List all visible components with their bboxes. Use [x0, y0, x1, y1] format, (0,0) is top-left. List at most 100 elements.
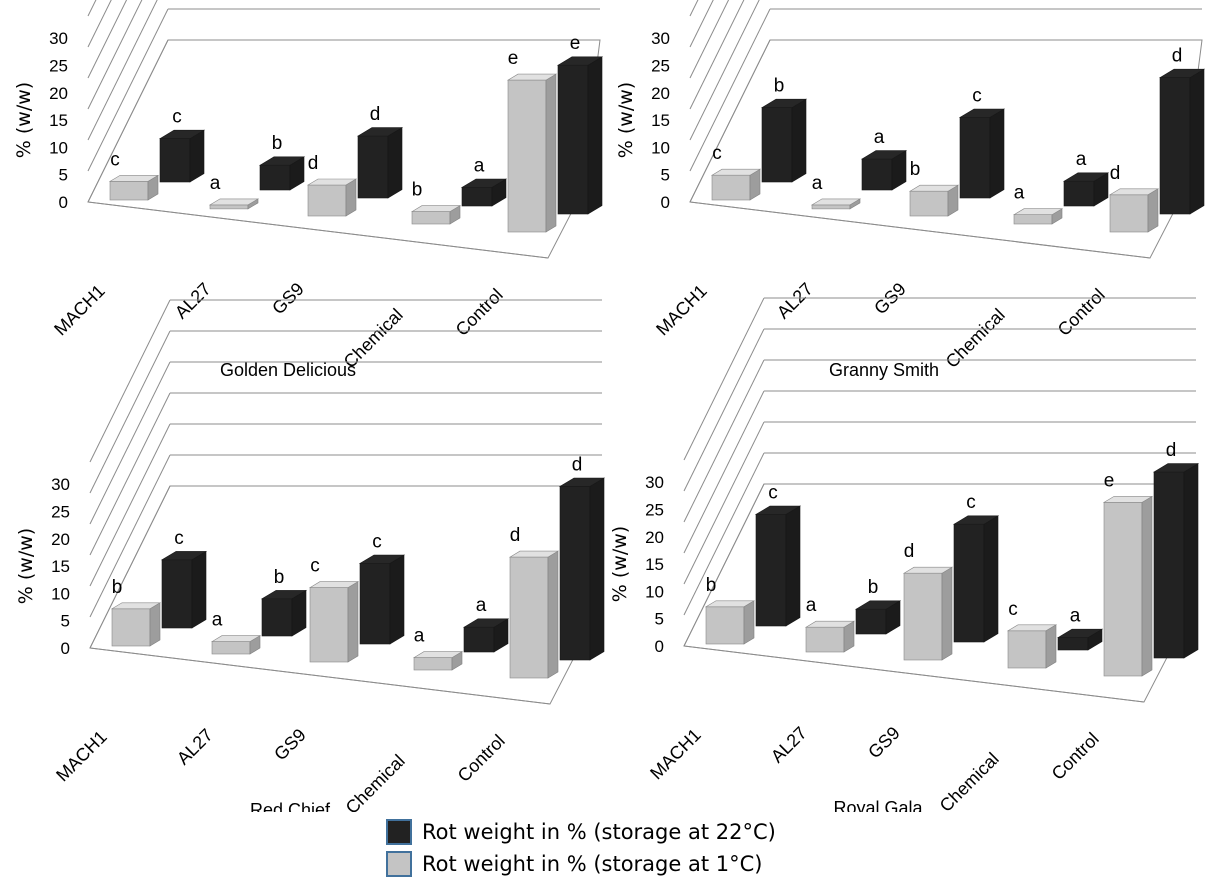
y-tick-label: 25 [49, 57, 68, 76]
y-axis-label: % (w/w) [609, 526, 631, 602]
significance-letter: b [112, 577, 123, 598]
bar-cold-gs9 [306, 178, 358, 217]
significance-letter: d [1166, 440, 1177, 461]
significance-letter: a [874, 127, 885, 148]
bar-cold-chemical [1006, 624, 1058, 669]
side-gridline [89, 330, 171, 494]
x-tick-label: GS9 [270, 725, 310, 765]
legend-item-cold: Rot weight in % (storage at 1°C) [386, 848, 866, 880]
x-tick-label: MACH1 [652, 281, 711, 340]
significance-letter: c [172, 107, 182, 128]
chart-figure: 0 5 10 15 20 25 30 % (w/w) c b d a e c a d b e MACH1 AL27 GS… [13, 0, 1206, 812]
significance-letter: a [210, 173, 221, 194]
legend-item-warm: Rot weight in % (storage at 22°C) [386, 816, 866, 848]
x-tick-label: Control [452, 285, 507, 340]
significance-letter: b [774, 76, 785, 97]
x-tick-label: Chemical [342, 751, 409, 812]
bar-cold-control [508, 550, 560, 679]
significance-letter: e [570, 33, 581, 54]
bar-warm-mach1 [160, 550, 208, 629]
bar-warm-al27 [860, 150, 908, 191]
significance-letter: d [370, 104, 381, 125]
legend-swatch-cold [386, 851, 412, 877]
bar-cold-al27 [810, 198, 862, 210]
y-tick-label: 30 [645, 473, 664, 492]
side-gridline [689, 0, 730, 79]
y-tick-label: 25 [51, 503, 70, 522]
bar-cold-mach1 [110, 602, 162, 647]
side-gridline [89, 299, 171, 463]
legend-label-warm: Rot weight in % (storage at 22°C) [422, 820, 776, 844]
bar-warm-chemical [462, 618, 510, 653]
significance-letter: a [1076, 149, 1087, 170]
bar-warm-chemical [1056, 628, 1104, 651]
side-gridline [689, 0, 760, 141]
bar-cold-gs9 [308, 581, 360, 663]
x-tick-label: AL27 [773, 279, 817, 323]
bar-cold-chemical [1012, 208, 1064, 225]
side-gridline [87, 0, 158, 141]
significance-letter: c [712, 143, 722, 164]
bar-warm-al27 [258, 156, 306, 191]
bar-cold-al27 [208, 198, 260, 210]
significance-letter: a [812, 173, 823, 194]
chart-panel-4: 0 5 10 15 20 25 30 % (w/w) c b c a d b a d c e MACH1 AL27 GS… [609, 297, 1200, 812]
bar-cold-mach1 [710, 168, 762, 201]
significance-letter: c [1008, 599, 1018, 620]
significance-letter: a [474, 155, 485, 176]
significance-letter: d [510, 525, 521, 546]
y-tick-label: 5 [59, 166, 68, 185]
x-tick-label: MACH1 [52, 727, 111, 786]
y-tick-label: 20 [49, 84, 68, 103]
x-tick-label: Chemical [936, 749, 1003, 812]
significance-letter: c [768, 482, 778, 503]
y-tick-label: 5 [61, 612, 70, 631]
significance-letter: c [372, 531, 382, 552]
side-gridline [683, 297, 765, 461]
significance-letter: e [1104, 470, 1115, 491]
significance-letter: b [412, 180, 423, 201]
bar-cold-al27 [210, 635, 262, 655]
side-gridline [87, 0, 112, 48]
significance-letter: a [476, 595, 487, 616]
side-gridline [87, 0, 128, 79]
y-tick-label: 30 [49, 29, 68, 48]
y-tick-label: 0 [655, 637, 664, 656]
y-tick-label: 15 [645, 555, 664, 574]
side-gridline [683, 359, 765, 523]
y-axis-label: % (w/w) [15, 528, 37, 604]
legend-label-cold: Rot weight in % (storage at 1°C) [422, 852, 763, 876]
side-gridline [89, 454, 171, 618]
bar-cold-gs9 [902, 566, 954, 661]
bar-cold-control [1102, 495, 1154, 677]
bar-warm-mach1 [158, 129, 206, 183]
y-tick-label: 5 [655, 610, 664, 629]
y-tick-label: 20 [651, 84, 670, 103]
bar-warm-al27 [260, 589, 308, 637]
y-tick-label: 20 [645, 528, 664, 547]
y-tick-label: 0 [59, 193, 68, 212]
bar-warm-gs9 [358, 554, 406, 645]
significance-letter: c [310, 556, 320, 577]
x-tick-label: AL27 [767, 723, 811, 767]
significance-letter: d [1110, 163, 1121, 184]
x-axis-line [683, 645, 1145, 703]
bar-warm-control [1158, 68, 1206, 215]
y-tick-label: 20 [51, 530, 70, 549]
x-tick-label: MACH1 [50, 281, 109, 340]
y-tick-label: 0 [61, 639, 70, 658]
significance-letter: c [174, 528, 184, 549]
significance-letter: e [508, 48, 519, 69]
significance-letter: c [966, 492, 976, 513]
significance-letter: c [110, 149, 120, 170]
side-gridline [689, 0, 714, 48]
y-tick-label: 5 [661, 166, 670, 185]
bar-warm-mach1 [760, 98, 808, 183]
x-axis-line [689, 201, 1151, 259]
bar-warm-control [556, 56, 604, 215]
significance-letter: b [706, 575, 717, 596]
x-tick-label: Chemical [942, 305, 1009, 372]
y-tick-label: 15 [49, 111, 68, 130]
significance-letter: b [868, 577, 879, 598]
chart-subtitle: Golden Delicious [220, 360, 356, 380]
